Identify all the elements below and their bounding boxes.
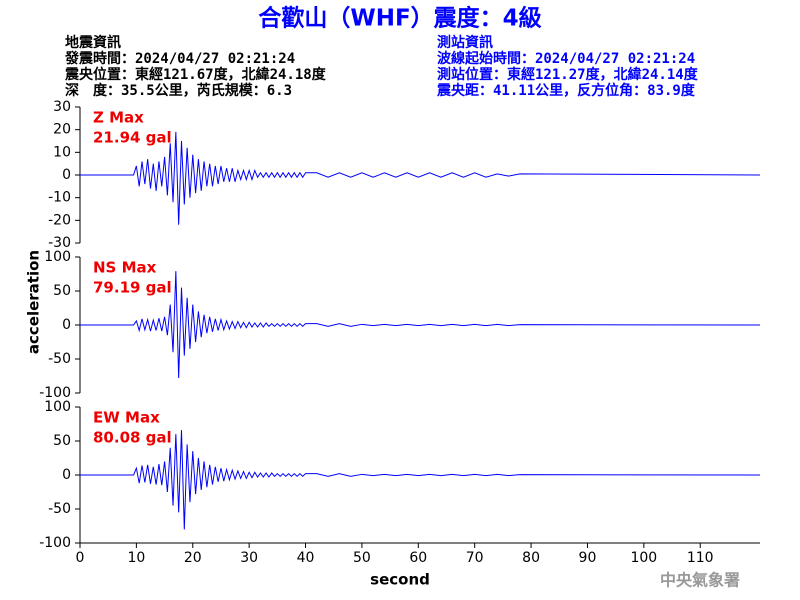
- watermark: 中央氣象署: [660, 571, 740, 590]
- waveform: [80, 430, 761, 530]
- x-tick-label: 90: [579, 550, 597, 566]
- y-tick-label: -100: [39, 385, 71, 401]
- x-tick-label: 40: [297, 550, 315, 566]
- info-left: 地震資訊: [65, 34, 121, 51]
- x-tick-label: 80: [522, 550, 540, 566]
- x-tick-label: 20: [184, 550, 202, 566]
- x-tick-label: 110: [687, 550, 714, 566]
- max-value: 79.19 gal: [93, 279, 172, 297]
- x-tick-label: 30: [240, 550, 258, 566]
- x-axis-label: second: [370, 571, 430, 589]
- y-tick-label: -30: [48, 235, 71, 251]
- y-tick-label: -50: [48, 351, 71, 367]
- info-left: 發震時間：2024/04/27 02:21:24: [64, 50, 295, 67]
- max-name: Z Max: [93, 109, 144, 127]
- x-tick-label: 60: [409, 550, 427, 566]
- x-tick-label: 50: [353, 550, 371, 566]
- y-tick-label: 50: [53, 433, 71, 449]
- info-right: 測站資訊: [437, 34, 493, 51]
- y-axis-label: acceleration: [25, 250, 43, 354]
- title: 合歡山（WHF）震度：4級: [258, 5, 541, 32]
- x-tick-label: 0: [76, 550, 85, 566]
- y-tick-label: -50: [48, 501, 71, 517]
- x-tick-label: 100: [630, 550, 657, 566]
- y-tick-label: 100: [44, 249, 71, 265]
- y-tick-label: 0: [62, 317, 71, 333]
- max-name: EW Max: [93, 409, 160, 427]
- info-left: 震央位置：東經121.67度，北緯24.18度: [64, 66, 327, 83]
- x-tick-label: 10: [127, 550, 145, 566]
- waveform: [80, 271, 761, 379]
- info-right: 測站位置：東經121.27度，北緯24.14度: [437, 66, 699, 83]
- y-tick-label: -10: [48, 190, 71, 206]
- y-tick-label: 0: [62, 467, 71, 483]
- y-tick-label: 0: [62, 167, 71, 183]
- max-value: 21.94 gal: [93, 129, 172, 147]
- info-right: 震央距：41.11公里，反方位角：83.9度: [436, 82, 696, 99]
- info-left: 深 度：35.5公里，芮氏規模：6.3: [65, 82, 292, 99]
- y-tick-label: 30: [53, 99, 71, 115]
- max-value: 80.08 gal: [93, 429, 172, 447]
- info-right: 波線起始時間：2024/04/27 02:21:24: [437, 50, 695, 67]
- y-tick-label: 50: [53, 283, 71, 299]
- waveform: [80, 131, 761, 225]
- y-tick-label: 100: [44, 399, 71, 415]
- x-tick-label: 70: [466, 550, 484, 566]
- max-name: NS Max: [93, 259, 157, 277]
- y-tick-label: 10: [53, 144, 71, 160]
- y-tick-label: 20: [53, 122, 71, 138]
- y-tick-label: -100: [39, 535, 71, 551]
- y-tick-label: -20: [48, 212, 71, 228]
